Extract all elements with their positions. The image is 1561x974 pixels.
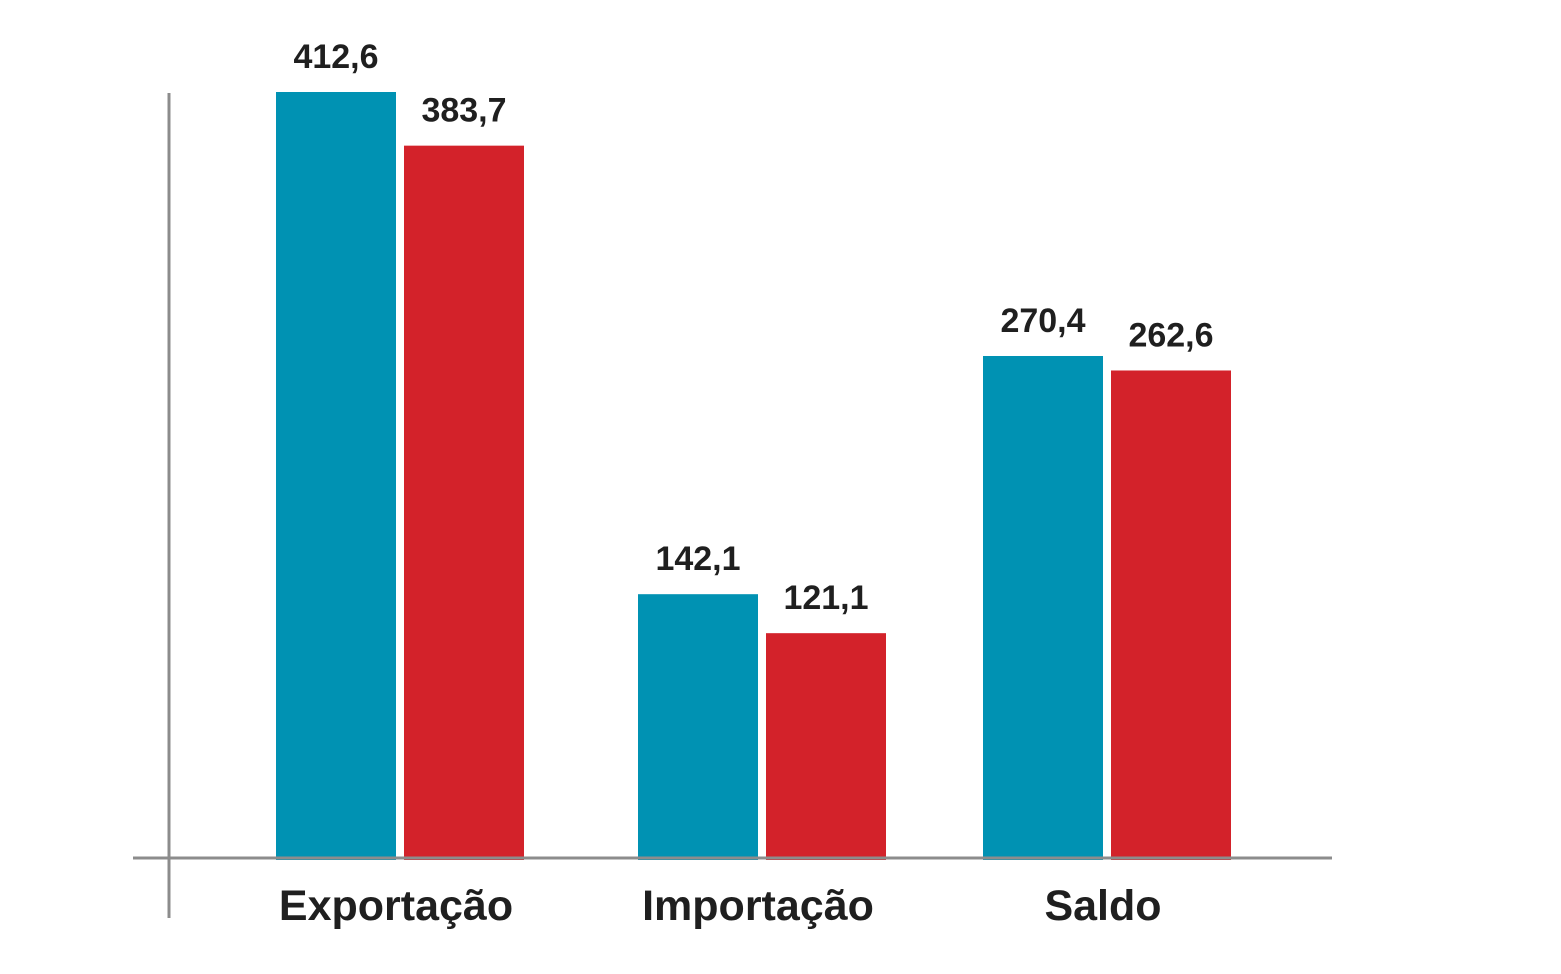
category-label-exportacao: Exportação [279, 882, 513, 930]
value-label-exportacao-series-1: 412,6 [293, 38, 378, 76]
value-label-saldo-series-1: 270,4 [1000, 302, 1085, 340]
value-label-importacao-series-1: 142,1 [655, 540, 740, 578]
bar-importacao-series-2 [766, 633, 886, 860]
bar-saldo-series-1 [983, 355, 1103, 860]
bar-saldo-series-2 [1111, 370, 1231, 860]
category-label-importacao: Importação [642, 882, 874, 930]
bar-exportacao-series-2 [404, 145, 524, 860]
value-label-importacao-series-2: 121,1 [783, 579, 868, 617]
bar-exportacao-series-1 [276, 92, 396, 860]
value-label-saldo-series-2: 262,6 [1128, 316, 1213, 354]
category-label-saldo: Saldo [1044, 882, 1161, 930]
bars-group [276, 92, 1231, 860]
category-labels-group: Exportação Importação Saldo [279, 882, 1162, 930]
value-label-exportacao-series-2: 383,7 [421, 92, 506, 130]
bar-importacao-series-1 [638, 594, 758, 860]
value-labels-group: 412,6 383,7 142,1 121,1 270,4 262,6 [293, 38, 1213, 617]
